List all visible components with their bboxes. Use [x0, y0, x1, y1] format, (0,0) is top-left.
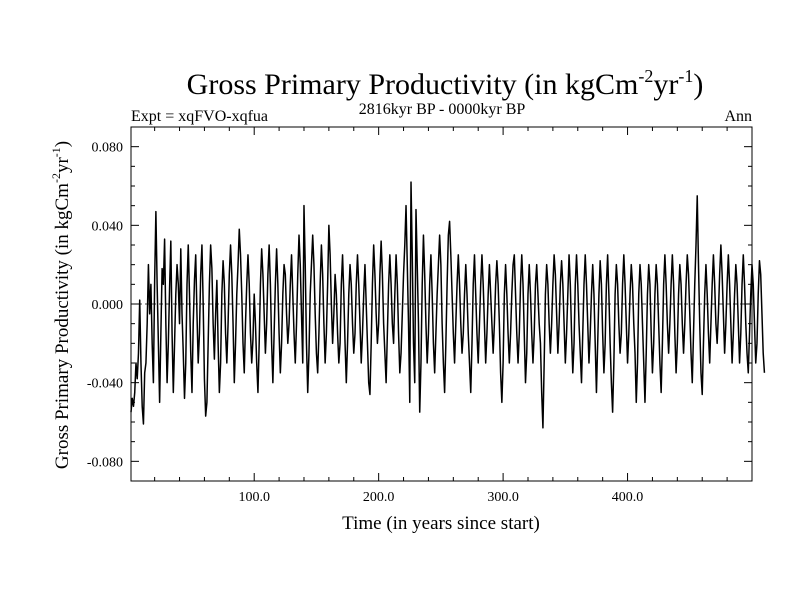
- y-tick-label: -0.040: [87, 377, 123, 392]
- x-tick-label: 200.0: [363, 490, 395, 505]
- x-axis-label: Time (in years since start): [342, 513, 540, 534]
- y-axis-ticks: -0.080 -0.040 0.000 0.040 0.080: [87, 141, 752, 470]
- period-label: 2816kyr BP - 0000kyr BP: [359, 101, 526, 118]
- title-end: ): [693, 68, 703, 101]
- x-tick-label: 300.0: [487, 490, 519, 505]
- ylabel-end: ): [52, 141, 73, 147]
- ylabel-main: Gross Primary Productivity (in kgCm: [52, 183, 73, 469]
- experiment-label: Expt = xqFVO-xqfua: [131, 108, 268, 125]
- y-tick-label: 0.080: [92, 141, 124, 156]
- x-tick-label: 400.0: [612, 490, 644, 505]
- chart-title: Gross Primary Productivity (in kgCm-2yr-…: [187, 66, 704, 101]
- y-axis-label: Gross Primary Productivity (in kgCm-2yr-…: [49, 141, 73, 469]
- x-axis-ticks: 100.0 200.0 300.0 400.0: [154, 127, 728, 505]
- title-main: Gross Primary Productivity (in kgCm: [187, 68, 639, 101]
- title-superscript-1: -2: [638, 66, 653, 86]
- ylabel-superscript-2: -1: [49, 147, 63, 157]
- ylabel-mid: yr: [52, 157, 73, 174]
- title-mid: yr: [653, 68, 678, 101]
- series-line-gpp: [130, 181, 766, 429]
- ylabel-superscript-1: -2: [49, 173, 63, 183]
- y-tick-label: -0.080: [87, 455, 123, 470]
- y-tick-label: 0.000: [92, 298, 124, 313]
- y-tick-label: 0.040: [92, 219, 124, 234]
- season-label: Ann: [724, 108, 752, 125]
- x-tick-label: 100.0: [238, 490, 270, 505]
- title-superscript-2: -1: [678, 66, 693, 86]
